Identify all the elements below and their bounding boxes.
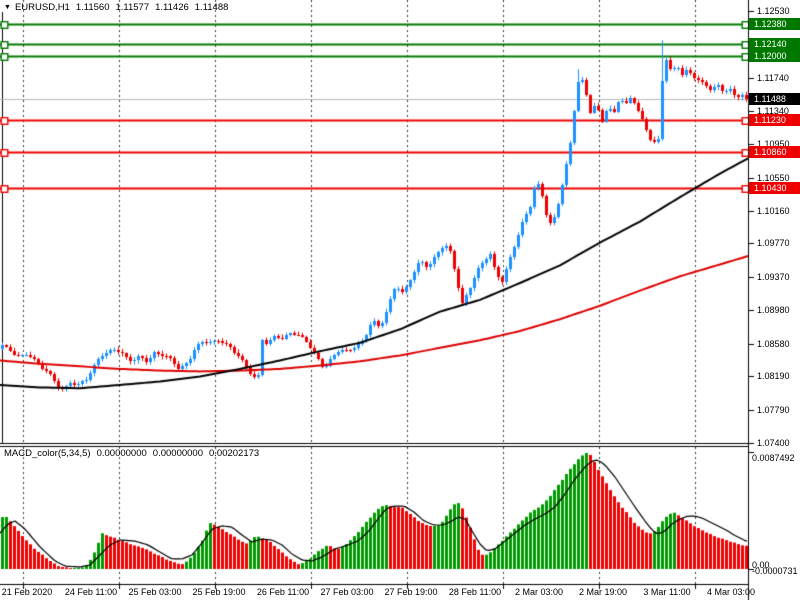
price-axis-label: 1.10550 [757,173,790,183]
macd-value-3: 0.00202173 [209,448,260,459]
price-axis-label: 1.07400 [757,438,790,448]
time-axis-label: 25 Feb 03:00 [128,587,182,597]
price-axis-label: 1.09370 [757,272,790,282]
time-axis-label: 21 Feb 2020 [1,587,53,597]
price-level-badge-red: 1.10860 [749,146,800,158]
time-axis-label: 27 Feb 03:00 [320,587,374,597]
price-level-badge-red: 1.10430 [749,182,800,194]
time-axis-label: 4 Mar 03:00 [706,587,756,597]
macd-zero-label: 0.00 [752,560,770,570]
time-axis-label: 2 Mar 19:00 [578,587,628,597]
macd-value-2: 0.00000000 [152,448,203,459]
ohlc-header: ▼ EURUSD,H1 1.11560 1.11577 1.11426 1.11488 [4,2,234,14]
price-level-badge-red: 1.11230 [749,114,800,126]
time-axis-label: 25 Feb 19:00 [192,587,246,597]
price-level-badge-green: 1.12140 [749,38,800,50]
macd-max-label: 0.0087492 [752,453,795,463]
price-level-badge-green: 1.12000 [749,50,800,62]
price-axis-label: 1.08190 [757,371,790,381]
price-level-badge-green: 1.12380 [749,18,800,30]
time-axis-label: 24 Feb 11:00 [64,587,118,597]
price-axis-label: 1.11340 [757,106,789,116]
price-axis-label: 1.07790 [757,405,790,415]
time-axis-label: 27 Feb 19:00 [384,587,438,597]
macd-panel-label: MACD_color(5,34,5) 0.00000000 0.00000000 0.… [4,448,265,459]
price-axis-label: 1.10160 [757,206,790,216]
price-axis-label: 1.11740 [757,73,789,83]
ohlc-open: 1.11560 [75,2,110,13]
price-axis-label: 1.09770 [757,238,790,248]
time-axis-label: 26 Feb 11:00 [256,587,310,597]
price-axis-label: 1.08980 [757,305,790,315]
symbol-label: EURUSD,H1 [14,2,70,13]
ohlc-high: 1.11577 [115,2,150,13]
time-axis-label: 3 Mar 11:00 [643,587,691,597]
price-axis-label: 1.08580 [757,339,790,349]
time-axis-label: 2 Mar 03:00 [514,587,564,597]
symbol-dropdown-icon[interactable]: ▼ [4,4,11,11]
price-axis-label: 1.12530 [757,6,790,16]
current-price-badge: 1.11488 [749,93,800,105]
time-axis-label: 28 Feb 11:00 [448,587,502,597]
macd-min-label: -0.0000731 [752,566,798,576]
macd-name: MACD_color(5,34,5) [4,448,91,459]
ohlc-close: 1.11488 [194,2,229,13]
ohlc-low: 1.11426 [155,2,189,13]
macd-value-1: 0.00000000 [96,448,147,459]
price-axis-label: 1.10950 [757,139,790,149]
